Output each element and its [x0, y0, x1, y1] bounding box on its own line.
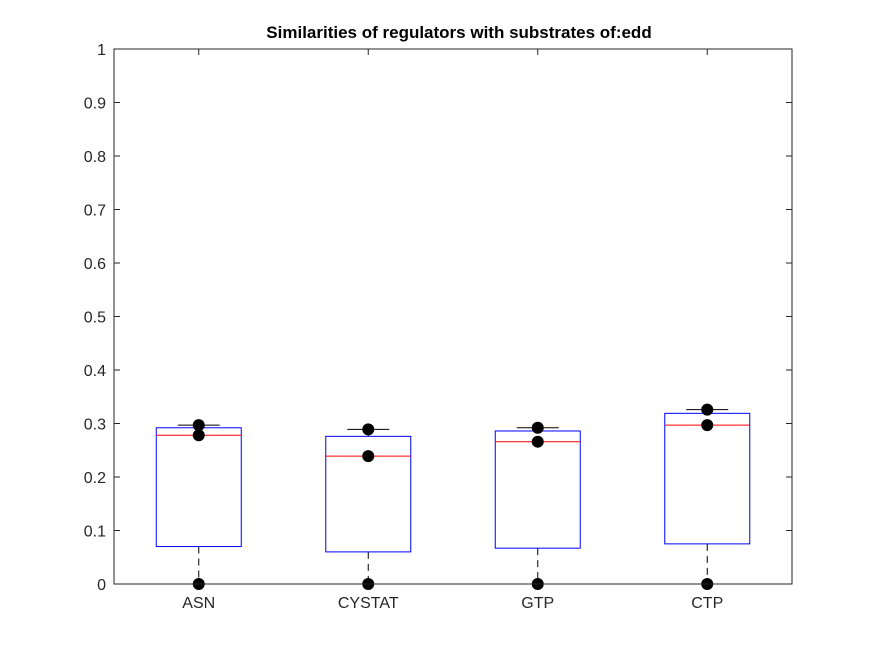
y-tick-label: 0.7: [84, 203, 106, 220]
y-tick-label: 0.8: [84, 149, 106, 166]
y-tick-label: 0.5: [84, 310, 106, 327]
data-point: [192, 429, 205, 442]
axes-frame: [113, 48, 793, 585]
y-tick-label: 0.1: [84, 524, 106, 541]
y-axis: 0 0.1 0.2 0.3 0.4 0.5 0.6 0.7 0.8 0.9 1: [84, 42, 792, 594]
data-point: [192, 419, 205, 432]
x-tick-label: CTP: [691, 595, 723, 612]
data-point: [701, 419, 714, 432]
chart-title: Similarities of regulators with substrat…: [266, 23, 651, 42]
y-tick-label: 0.4: [84, 363, 106, 380]
y-tick-label: 1: [97, 42, 106, 59]
x-axis: ASN CYSTAT GTP CTP: [182, 49, 723, 612]
y-tick-label: 0: [97, 577, 106, 594]
data-point: [531, 421, 544, 434]
x-tick-label: CYSTAT: [338, 595, 399, 612]
data-point: [531, 435, 544, 448]
y-tick-label: 0.2: [84, 470, 106, 487]
x-tick-label: GTP: [521, 595, 554, 612]
data-point: [362, 450, 375, 463]
y-tick-label: 0.6: [84, 256, 106, 273]
data-point: [362, 423, 375, 436]
x-tick-label: ASN: [182, 595, 215, 612]
data-point: [701, 403, 714, 416]
y-tick-label: 0.3: [84, 417, 106, 434]
plot-area: [114, 49, 792, 584]
box: [325, 435, 412, 553]
y-tick-label: 0.9: [84, 96, 106, 113]
